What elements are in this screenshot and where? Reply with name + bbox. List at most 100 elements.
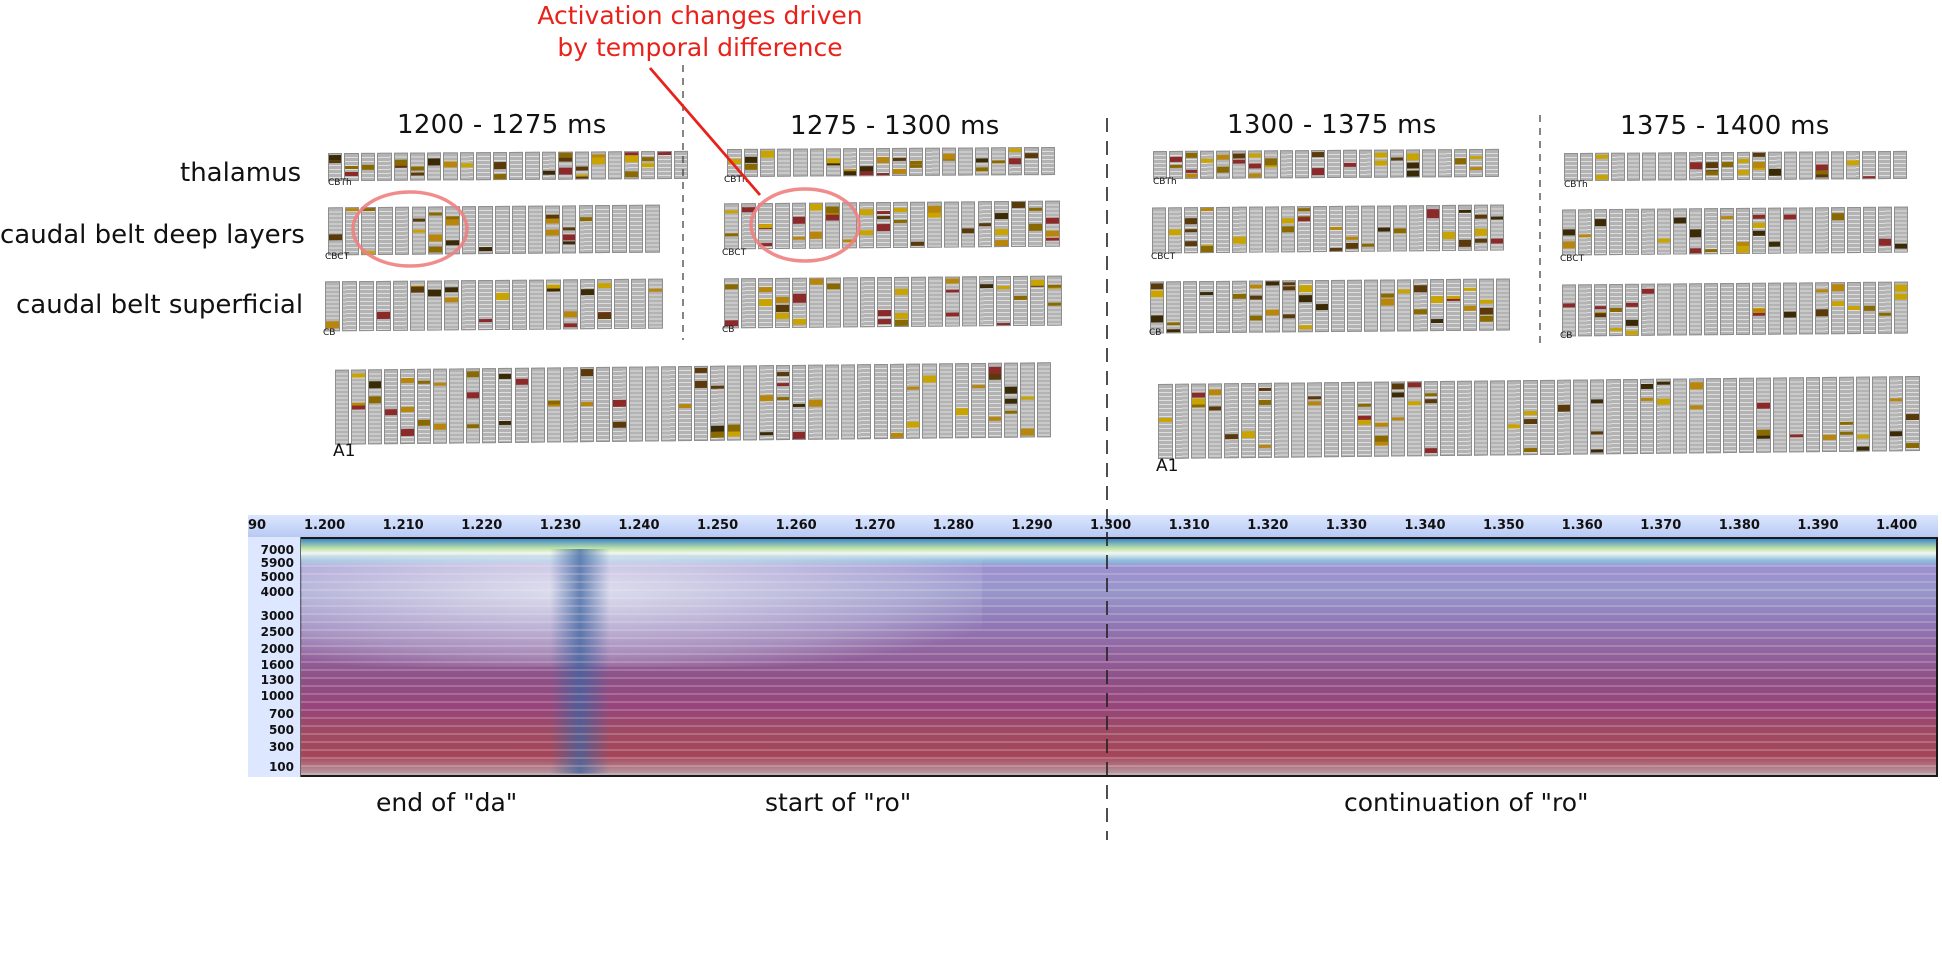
panel-column xyxy=(383,369,399,445)
activation-cell xyxy=(1426,209,1439,217)
panel-column xyxy=(1361,205,1376,252)
panel-column xyxy=(1783,207,1798,254)
window-title-3: 1300 - 1375 ms xyxy=(1227,110,1437,140)
panel-column xyxy=(443,152,458,181)
activation-cell xyxy=(1690,162,1703,170)
activation-cell xyxy=(479,247,492,252)
activation-cell xyxy=(1752,312,1765,316)
panel-column xyxy=(335,369,350,445)
panel-column xyxy=(776,148,791,177)
panel-column xyxy=(428,206,443,255)
activation-cell xyxy=(499,373,512,380)
spectrogram-pale-region xyxy=(302,557,982,667)
panel-column xyxy=(1641,208,1655,255)
panel-column xyxy=(597,279,612,330)
activation-cell xyxy=(411,166,424,171)
panel-column xyxy=(1625,283,1640,336)
panel-column xyxy=(759,365,774,441)
panel-column xyxy=(465,368,480,444)
panel-column xyxy=(1830,282,1845,335)
activation-cell xyxy=(1610,307,1623,313)
activation-cell xyxy=(758,243,772,247)
activation-cell xyxy=(1706,162,1718,169)
panel-column xyxy=(426,152,442,181)
activation-cell xyxy=(1315,304,1328,311)
panel-column xyxy=(328,153,343,182)
panel-column xyxy=(1606,379,1622,455)
panel-column xyxy=(628,366,644,442)
panel-column xyxy=(1830,151,1845,180)
panel-column xyxy=(541,151,557,180)
panel-column xyxy=(514,367,529,443)
panel-column xyxy=(1028,200,1044,247)
activation-cell xyxy=(1507,424,1521,429)
panel-column xyxy=(367,369,382,445)
activation-cell xyxy=(997,286,1010,290)
panel-column xyxy=(1639,378,1655,454)
panel-column xyxy=(1485,148,1499,178)
panel-column xyxy=(1200,150,1215,179)
panel-column xyxy=(1248,206,1263,253)
activation-cell xyxy=(1048,284,1061,288)
panel-column xyxy=(1312,206,1327,253)
activation-cell xyxy=(1391,417,1405,421)
activation-cell xyxy=(429,246,442,253)
activation-cell xyxy=(1524,411,1537,416)
panel-column xyxy=(478,206,493,255)
activation-cell xyxy=(995,240,1009,247)
activation-cell xyxy=(411,286,424,293)
activation-cell xyxy=(1856,446,1870,451)
panel-column xyxy=(977,201,993,248)
activation-cell xyxy=(792,403,806,407)
activation-cell xyxy=(1167,329,1180,333)
panel-column xyxy=(1429,279,1445,332)
activation-cell xyxy=(1690,382,1704,390)
activation-cell xyxy=(1856,434,1870,439)
panel-column xyxy=(741,278,756,329)
panel-column xyxy=(1720,283,1734,336)
panel-column xyxy=(1658,152,1672,181)
activation-cell xyxy=(1005,398,1018,404)
panel-column xyxy=(1311,150,1325,179)
panel-column xyxy=(1573,379,1588,455)
panel-column xyxy=(928,276,943,327)
panel-column xyxy=(563,279,578,330)
activation-cell xyxy=(972,384,985,389)
frequency-label: 2500 xyxy=(260,625,294,639)
activation-cell xyxy=(1391,383,1405,390)
panel-column xyxy=(809,148,824,177)
panel-column xyxy=(943,201,959,248)
ruler-tick-label: 1.210 xyxy=(382,518,424,533)
activation-cell xyxy=(1248,163,1261,169)
activation-cell xyxy=(377,311,390,319)
frequency-label: 700 xyxy=(268,707,294,721)
activation-cell xyxy=(1442,234,1455,240)
activation-cell xyxy=(877,211,890,215)
row-label-superficial: caudal belt superficial xyxy=(16,290,304,320)
activation-cell xyxy=(1233,153,1245,159)
panel-column xyxy=(808,364,823,440)
panel-column xyxy=(1755,377,1771,453)
activation-cell xyxy=(1008,158,1021,165)
activation-cell xyxy=(843,171,856,177)
ruler-tick-label: 1.260 xyxy=(775,518,817,533)
activation-cell xyxy=(1375,152,1388,158)
activation-cell xyxy=(1046,230,1059,237)
panel-column xyxy=(1406,149,1420,178)
activation-cell xyxy=(1721,216,1733,220)
panel-column xyxy=(509,151,524,180)
panel-column xyxy=(1248,280,1264,333)
activation-cell xyxy=(329,155,342,161)
activation-cell xyxy=(1264,158,1277,166)
phase-label-ro-continuation: continuation of "ro" xyxy=(1344,788,1589,817)
ruler-tick-label: 1.350 xyxy=(1483,518,1525,533)
panel-column xyxy=(1489,204,1504,251)
panel-column xyxy=(877,277,892,328)
panel-column xyxy=(393,152,409,181)
panel-column xyxy=(1453,149,1468,178)
panel-column xyxy=(561,205,577,254)
activation-cell xyxy=(542,170,556,175)
panel-column xyxy=(1153,151,1167,180)
activation-cell xyxy=(658,151,671,156)
panel-column xyxy=(351,369,366,445)
